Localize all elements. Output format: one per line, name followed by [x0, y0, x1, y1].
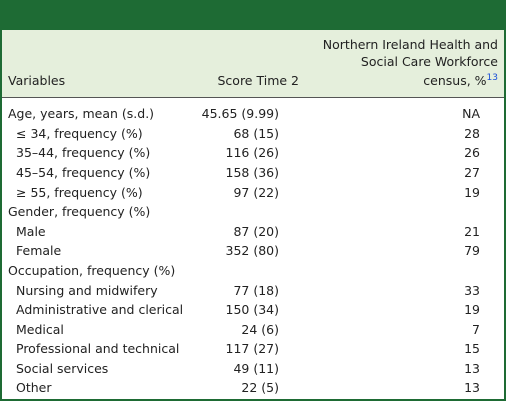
cell: 26: [464, 145, 480, 161]
cell: 7: [472, 321, 480, 337]
cell: [198, 202, 309, 222]
cell: 27: [464, 164, 480, 180]
header-text: Northern Ireland Health and Social Care …: [322, 37, 498, 89]
cell: 33: [464, 282, 480, 298]
cell: 13: [464, 360, 480, 376]
table-row: Medical 24 (6) 7: [2, 320, 504, 340]
table-body: Age, years, mean (s.d.) 45.65 (9.99) NA ≤ 3…: [2, 98, 504, 398]
cell: 35–44, frequency (%): [16, 145, 151, 161]
cell: Female: [16, 243, 62, 259]
table-row: Professional and technical 117 (27) 15: [2, 339, 504, 359]
header-cell: Northern Ireland Health and Social Care …: [309, 30, 504, 99]
cell: 116 (26): [225, 145, 280, 161]
header-row: Variables Score Time 2 Northern Ireland …: [2, 30, 504, 99]
cell: ≤ 34, frequency (%): [16, 125, 143, 141]
table-row: Gender, frequency (%): [2, 202, 504, 222]
table-row: Age, years, mean (s.d.) 45.65 (9.99) NA: [2, 98, 504, 124]
cell: 22 (5): [241, 380, 279, 396]
cell: 158 (36): [225, 164, 280, 180]
cell: ≥ 55, frequency (%): [16, 184, 143, 200]
table-row: Occupation, frequency (%): [2, 261, 504, 281]
cell: 97 (22): [233, 184, 279, 200]
cell: NA: [462, 106, 480, 122]
table-row: ≤ 34, frequency (%) 68 (15) 28: [2, 124, 504, 144]
cell: 28: [464, 125, 480, 141]
cell: Nursing and midwifery: [16, 282, 158, 298]
table-row: Other 22 (5) 13: [2, 378, 504, 398]
cell: Social services: [16, 360, 109, 376]
title-bar: [2, 0, 504, 30]
table-row: Nursing and midwifery 77 (18) 33: [2, 281, 504, 301]
cell: 68 (15): [233, 125, 279, 141]
cell: Occupation, frequency (%): [8, 262, 176, 278]
table-row: 35–44, frequency (%) 116 (26) 26: [2, 143, 504, 163]
table-row: Administrative and clerical 150 (34) 19: [2, 300, 504, 320]
cell: [198, 261, 309, 281]
cell: Gender, frequency (%): [8, 204, 151, 220]
cell: Medical: [16, 321, 64, 337]
cell: Professional and technical: [16, 341, 180, 357]
cell: 13: [464, 380, 480, 396]
table-row: Male 87 (20) 21: [2, 222, 504, 242]
table-row: 45–54, frequency (%) 158 (36) 27: [2, 163, 504, 183]
cell: 49 (11): [233, 360, 279, 376]
reference[interactable]: 13: [486, 73, 498, 83]
cell: [309, 261, 504, 281]
cell: Age, years, mean (s.d.): [8, 106, 155, 122]
cell: 45–54, frequency (%): [16, 164, 151, 180]
table-row: Female 352 (80) 79: [2, 241, 504, 261]
cell: 79: [464, 243, 480, 259]
cell: 24 (6): [241, 321, 279, 337]
cell: [309, 202, 504, 222]
cell: 77 (18): [233, 282, 279, 298]
cell: 21: [464, 223, 480, 239]
cell: 19: [464, 302, 480, 318]
cell: Other: [16, 380, 52, 396]
cell: 45.65 (9.99): [201, 106, 279, 122]
header-cell: Score Time 2: [197, 30, 309, 99]
data-table: Variables Score Time 2 Northern Ireland …: [2, 30, 504, 398]
cell: Male: [16, 223, 46, 239]
cell: 150 (34): [225, 302, 280, 318]
header-cell: Variables: [2, 30, 198, 99]
table-row: ≥ 55, frequency (%) 97 (22) 19: [2, 183, 504, 203]
cell: 352 (80): [225, 243, 280, 259]
cell: 15: [464, 341, 480, 357]
cell: Administrative and clerical: [16, 302, 184, 318]
table-row: Social services 49 (11) 13: [2, 359, 504, 379]
cell: 19: [464, 184, 480, 200]
cell: 117 (27): [225, 341, 280, 357]
cell: 87 (20): [233, 223, 279, 239]
